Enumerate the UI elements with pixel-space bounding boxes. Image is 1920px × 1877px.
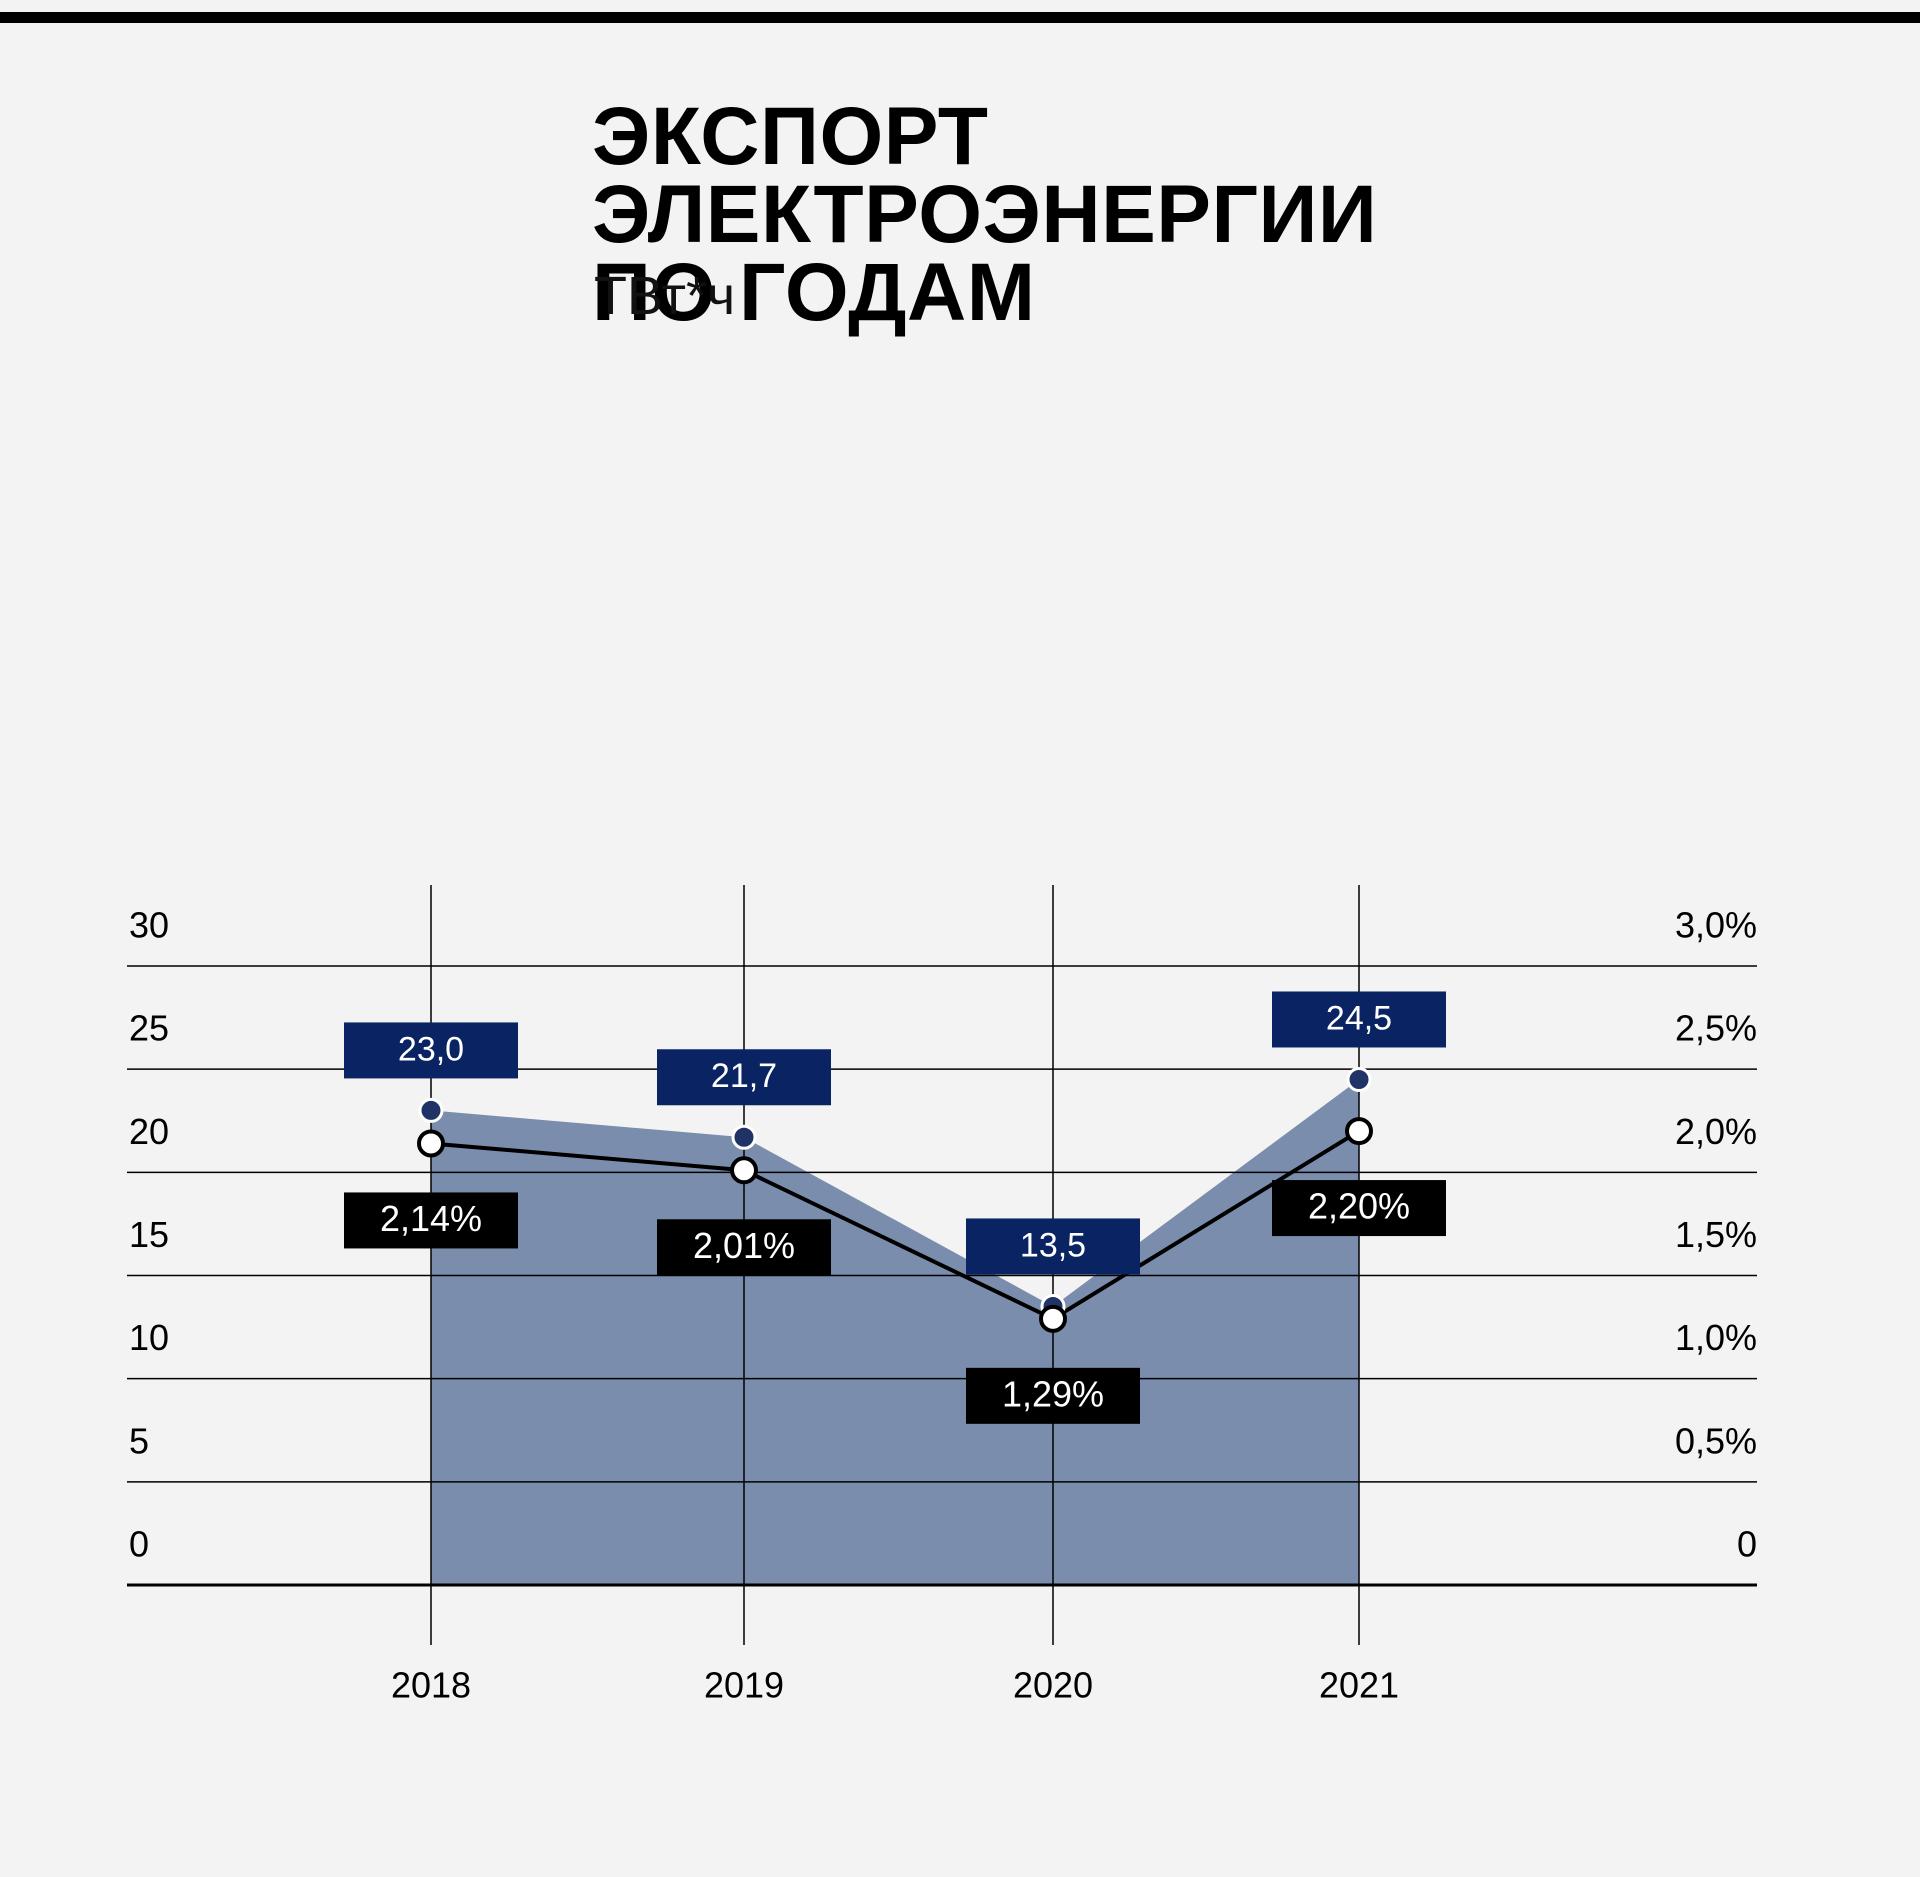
percent-label-box — [966, 1367, 1140, 1424]
percent-line-series — [430, 1129, 1361, 1322]
line-point — [1345, 1117, 1373, 1146]
area-point — [418, 1097, 444, 1123]
value-label-box — [657, 1049, 831, 1106]
y-right-tick-label: 0 — [1737, 1524, 1757, 1565]
y-right-tick-label: 2,5% — [1675, 1008, 1757, 1049]
percent-label-box — [1272, 1180, 1446, 1237]
y-right-tick-label: 2,0% — [1675, 1111, 1757, 1152]
line-point — [417, 1129, 445, 1158]
area-point — [1346, 1066, 1372, 1092]
y-left-tick-label: 25 — [129, 1008, 169, 1049]
x-tick-label: 2020 — [1013, 1665, 1093, 1706]
y-left-tick-label: 10 — [129, 1317, 169, 1358]
value-label-box — [1272, 991, 1446, 1048]
value-label-box — [966, 1218, 1140, 1275]
value-label: 23,0 — [398, 1030, 464, 1068]
percent-label-box — [657, 1219, 831, 1276]
x-tick-label: 2018 — [391, 1665, 471, 1706]
y-right-tick-label: 0,5% — [1675, 1420, 1757, 1461]
area-series — [431, 1079, 1359, 1585]
value-label: 13,5 — [1020, 1226, 1086, 1264]
percent-label-box — [344, 1192, 518, 1249]
value-label-box — [344, 1022, 518, 1079]
x-tick-label: 2019 — [704, 1665, 784, 1706]
x-tick-label: 2021 — [1319, 1665, 1399, 1706]
line-point — [1039, 1304, 1067, 1333]
chart-title: ЭКСПОРТ ЭЛЕКТРОЭНЕРГИИ ПО ГОДАМ — [592, 91, 1378, 338]
y-left-tick-label: 15 — [129, 1214, 169, 1255]
top-rule — [0, 12, 1920, 23]
percent-label: 2,01% — [693, 1225, 795, 1266]
percent-label: 2,20% — [1308, 1186, 1410, 1227]
y-left-tick-label: 30 — [129, 905, 169, 946]
y-right-tick-label: 1,0% — [1675, 1317, 1757, 1358]
chart-unit: ТВт*ч — [594, 266, 736, 326]
percent-label: 1,29% — [1002, 1373, 1104, 1414]
y-left-tick-label: 20 — [129, 1111, 169, 1152]
y-left-tick-label: 0 — [129, 1524, 149, 1565]
y-right-tick-label: 1,5% — [1675, 1214, 1757, 1255]
value-label: 21,7 — [711, 1057, 777, 1095]
value-label: 24,5 — [1326, 999, 1392, 1037]
percent-label: 2,14% — [380, 1198, 482, 1239]
line-point — [730, 1156, 758, 1185]
area-point — [731, 1124, 757, 1150]
y-left-tick-label: 5 — [129, 1420, 149, 1461]
y-right-tick-label: 3,0% — [1675, 905, 1757, 946]
